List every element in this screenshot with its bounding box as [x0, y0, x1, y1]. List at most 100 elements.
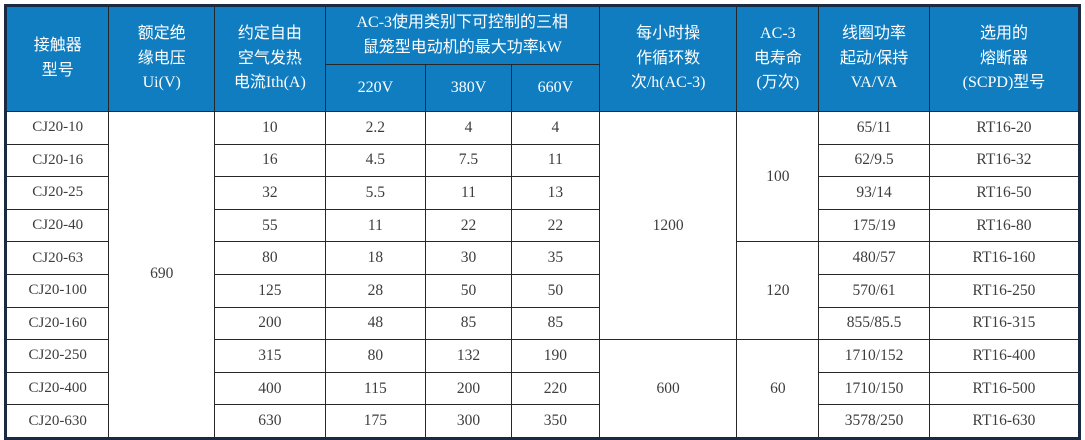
cell-ith: 400 — [213, 371, 326, 406]
cell-ith: 200 — [213, 306, 326, 341]
cell-p220: 115 — [324, 371, 427, 406]
header-cycles-line: 每小时操 — [636, 24, 701, 42]
table-row: CJ20-40 55 11 22 22 175/19 RT16-80 — [4, 208, 1081, 243]
header-current-line: 电流Ith(A) — [233, 74, 306, 92]
header-voltage-line: 缘电压 — [137, 49, 186, 67]
cell-p660: 50 — [510, 273, 600, 308]
cell-p380: 7.5 — [425, 143, 512, 178]
cell-model: CJ20-100 — [4, 273, 110, 308]
cell-fuse: RT16-50 — [928, 176, 1081, 210]
header-electrical-life: AC-3 电寿命 (万次) — [736, 5, 820, 112]
header-fuse-line: 选用的 — [979, 24, 1028, 42]
cell-ith: 315 — [213, 339, 326, 373]
cell-p220: 18 — [324, 241, 427, 275]
cell-p220: 4.5 — [324, 143, 427, 178]
cell-p220: 2.2 — [324, 111, 427, 145]
header-220v: 220V — [324, 64, 427, 112]
cell-coil: 855/85.5 — [818, 306, 930, 341]
header-current-line: 空气发热 — [237, 49, 302, 67]
cell-p380: 50 — [425, 273, 512, 308]
cell-model: CJ20-63 — [4, 241, 110, 275]
contactor-spec-table: 接触器 型号 额定绝 缘电压 Ui(V) 约定自由 空气发热 电流Ith(A) … — [4, 4, 1081, 440]
cell-fuse: RT16-80 — [928, 208, 1081, 243]
table-row: CJ20-63 80 18 30 35 120 480/57 RT16-160 — [4, 241, 1081, 341]
cell-coil: 62/9.5 — [818, 143, 930, 178]
header-life-line: 电寿命 — [753, 49, 802, 67]
header-voltage-line: 额定绝 — [137, 24, 186, 42]
header-660v: 660V — [510, 64, 600, 112]
cell-p220: 28 — [324, 273, 427, 308]
header-row-2: 220V 380V 660V — [6, 64, 1080, 112]
table-body: CJ20-10 690 10 2.2 4 4 1200 100 65/11 RT… — [4, 110, 1081, 439]
cell-cycles: 600 — [598, 339, 738, 439]
cell-ith: 630 — [213, 404, 326, 439]
cell-model: CJ20-250 — [4, 339, 110, 373]
header-coil-power: 线圈功率 起动/保持 VA/VA — [818, 5, 930, 112]
cell-p660: 11 — [510, 143, 600, 178]
header-cycles-per-hour: 每小时操 作循环数 次/h(AC-3) — [598, 5, 738, 112]
cell-fuse: RT16-400 — [928, 339, 1081, 373]
cell-fuse: RT16-160 — [928, 241, 1081, 275]
cell-p660: 350 — [510, 404, 600, 439]
header-model-line: 接触器 — [33, 37, 82, 55]
cell-fuse: RT16-630 — [928, 404, 1081, 439]
header-power-group: AC-3使用类别下可控制的三相 鼠笼型电动机的最大功率kW — [324, 5, 600, 65]
table-row: CJ20-400 400 115 200 220 1710/150 RT16-5… — [4, 371, 1081, 406]
table-row: CJ20-10 690 10 2.2 4 4 1200 100 65/11 RT… — [4, 110, 1081, 439]
header-model: 接触器 型号 — [4, 5, 110, 112]
header-row-1: 接触器 型号 额定绝 缘电压 Ui(V) 约定自由 空气发热 电流Ith(A) … — [4, 5, 1081, 112]
header-life-line: AC-3 — [760, 24, 796, 42]
cell-p660: 13 — [510, 176, 600, 210]
cell-p660: 220 — [510, 371, 600, 406]
cell-p220: 175 — [324, 404, 427, 439]
cell-ith: 32 — [213, 176, 326, 210]
cell-model: CJ20-630 — [4, 404, 110, 439]
table-row: CJ20-630 630 175 300 350 3578/250 RT16-6… — [4, 404, 1081, 439]
cell-coil: 175/19 — [818, 208, 930, 243]
table-row: CJ20-16 16 4.5 7.5 11 62/9.5 RT16-32 — [4, 143, 1081, 178]
cell-p220: 5.5 — [324, 176, 427, 210]
header-cycles-line: 作循环数 — [636, 49, 701, 67]
cell-coil: 1710/152 — [818, 339, 930, 373]
cell-ith: 125 — [213, 273, 326, 308]
cell-model: CJ20-40 — [4, 208, 110, 243]
cell-model: CJ20-25 — [4, 176, 110, 210]
cell-p380: 30 — [425, 241, 512, 275]
cell-model: CJ20-10 — [4, 111, 110, 145]
table-row: CJ20-25 32 5.5 11 13 93/14 RT16-50 — [4, 176, 1081, 210]
cell-coil: 3578/250 — [818, 404, 930, 439]
cell-p380: 11 — [425, 176, 512, 210]
header-fuse: 选用的 熔断器 (SCPD)型号 — [928, 5, 1081, 112]
header-insulation-voltage: 额定绝 缘电压 Ui(V) — [108, 5, 215, 112]
cell-p660: 85 — [510, 306, 600, 341]
header-thermal-current: 约定自由 空气发热 电流Ith(A) — [213, 5, 326, 112]
header-model-line: 型号 — [41, 62, 74, 79]
table-row: CJ20-250 315 80 132 190 600 60 1710/152 … — [4, 339, 1081, 439]
table-header: 接触器 型号 额定绝 缘电压 Ui(V) 约定自由 空气发热 电流Ith(A) … — [4, 5, 1081, 112]
cell-p380: 300 — [425, 404, 512, 439]
cell-ith: 80 — [213, 241, 326, 275]
cell-life: 100 — [736, 110, 820, 243]
cell-p220: 80 — [324, 339, 427, 373]
header-coil-line: 线圈功率 — [842, 24, 907, 42]
cell-p220: 48 — [324, 306, 427, 341]
header-power-group-line: AC-3使用类别下可控制的三相 — [356, 13, 569, 31]
cell-p660: 190 — [510, 339, 600, 373]
header-coil-line: VA/VA — [850, 74, 898, 92]
cell-ui-voltage: 690 — [108, 111, 215, 439]
cell-fuse: RT16-500 — [928, 371, 1081, 406]
cell-cycles: 1200 — [598, 110, 738, 341]
cell-coil: 1710/150 — [818, 371, 930, 406]
cell-fuse: RT16-250 — [928, 273, 1081, 308]
cell-model: CJ20-160 — [4, 306, 110, 341]
cell-coil: 480/57 — [818, 241, 930, 275]
header-fuse-line: 熔断器 — [979, 49, 1028, 67]
cell-ith: 55 — [213, 208, 326, 243]
cell-coil: 93/14 — [818, 176, 930, 210]
cell-fuse: RT16-32 — [928, 143, 1081, 178]
cell-model: CJ20-16 — [4, 143, 110, 178]
cell-p220: 11 — [324, 208, 427, 243]
header-power-group-line: 鼠笼型电动机的最大功率kW — [362, 38, 562, 56]
cell-p660: 4 — [510, 111, 600, 145]
